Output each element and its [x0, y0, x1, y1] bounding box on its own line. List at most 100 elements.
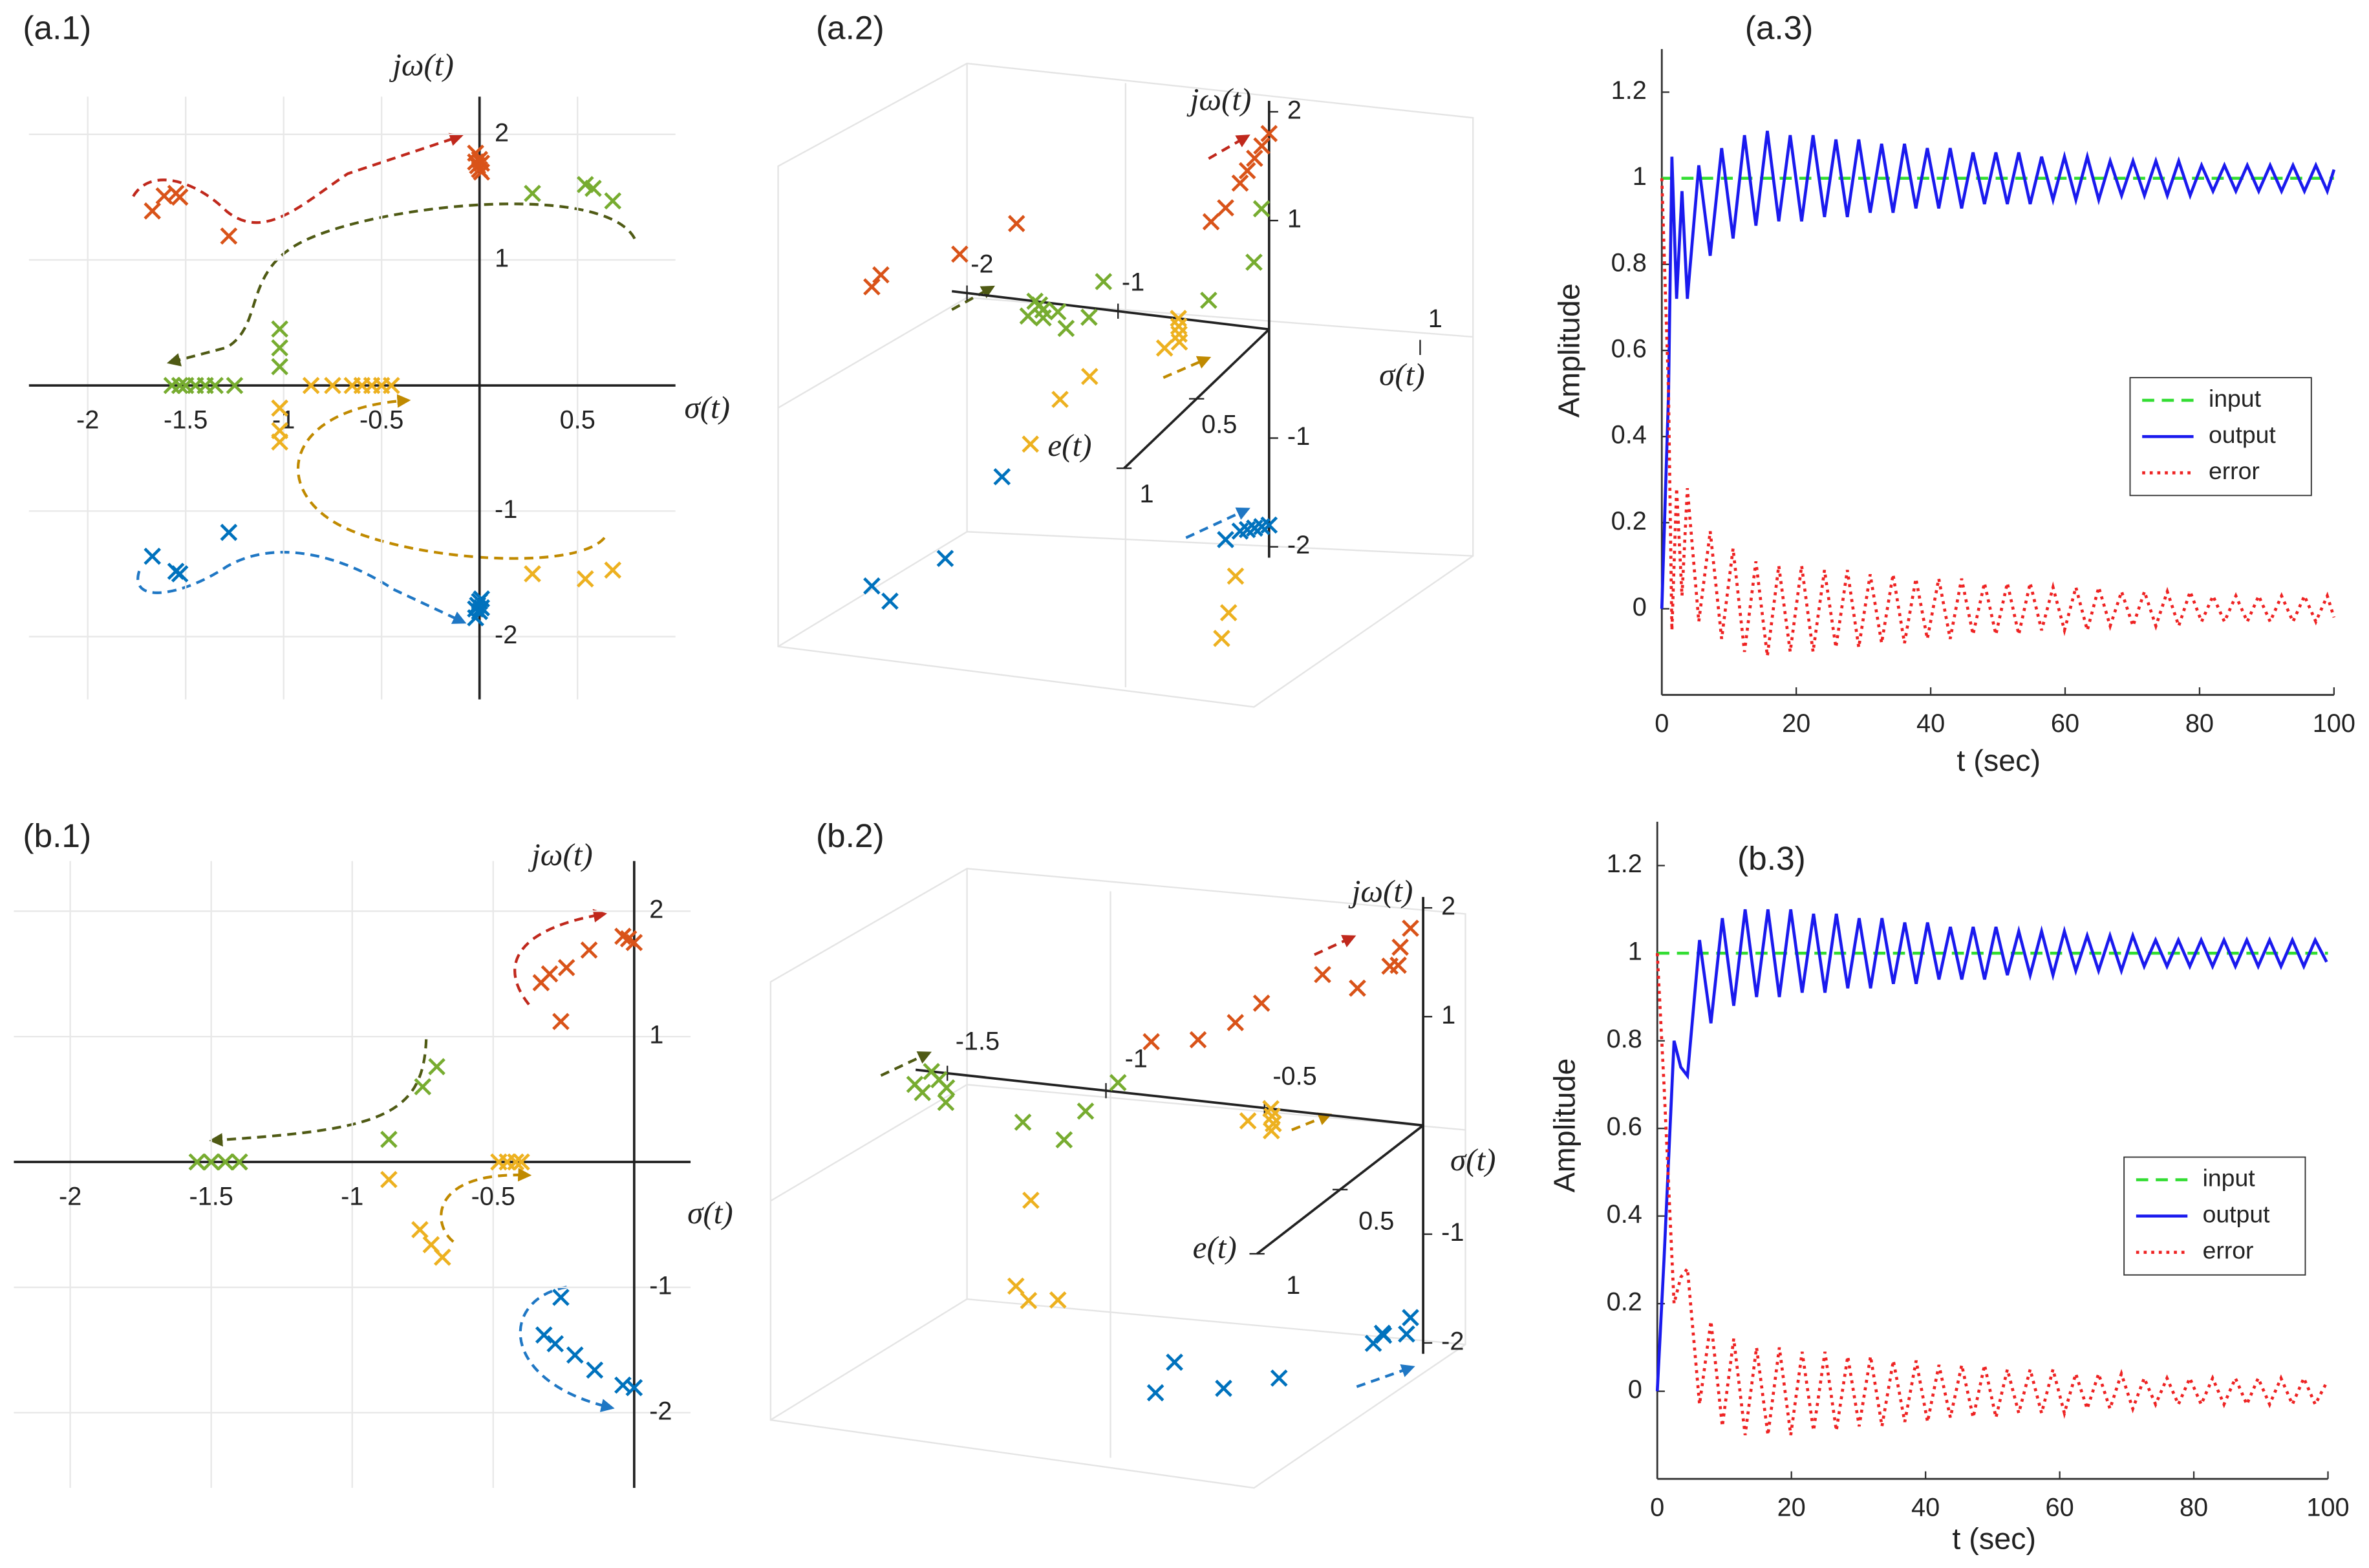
pole-marker — [1398, 1325, 1415, 1343]
pole-marker — [1049, 303, 1067, 321]
pole-marker — [513, 1153, 530, 1171]
pole-marker — [206, 376, 224, 394]
x-tick-label: 100 — [2306, 1493, 2349, 1521]
pole-marker — [1080, 308, 1098, 326]
x-tick-label: -1.5 — [956, 1027, 1000, 1056]
y-tick-label: 1 — [1287, 205, 1302, 233]
pole-marker — [566, 1346, 584, 1364]
pole-marker — [1022, 1191, 1040, 1209]
pole-marker — [467, 153, 484, 171]
x-tick-label: -0.5 — [1272, 1062, 1316, 1090]
pole-marker — [1215, 1379, 1232, 1397]
pole-marker — [1246, 149, 1263, 167]
pole-marker — [414, 1078, 432, 1096]
pole-marker — [271, 320, 288, 338]
pole-marker — [1219, 604, 1238, 621]
y-tick-label: 2 — [1441, 892, 1455, 921]
y-tick-label: 0.8 — [1607, 1025, 1642, 1053]
pole-marker — [586, 1361, 604, 1379]
pole-marker — [1051, 391, 1069, 409]
pole-marker — [217, 1153, 234, 1171]
x-tick-label: -1.5 — [164, 406, 208, 435]
z-tick-label: 1 — [1140, 480, 1154, 508]
x-tick-label: -1 — [341, 1183, 363, 1211]
y-tick-label: -2 — [495, 621, 517, 649]
pole-marker — [524, 184, 541, 202]
x-tick-label: -2 — [970, 250, 993, 279]
z-axis-label: e(t) — [1047, 427, 1091, 463]
pole-marker — [1020, 1292, 1038, 1309]
pole-marker — [1189, 1031, 1207, 1049]
pole-marker — [1389, 956, 1407, 974]
panel-title: (b.3) — [1737, 839, 1806, 877]
pole-marker — [1049, 1291, 1067, 1309]
pole-marker — [433, 1249, 451, 1266]
y-tick-label: 2 — [495, 118, 509, 147]
x-axis-label: σ(t) — [1450, 1142, 1495, 1177]
legend-label: error — [2203, 1237, 2254, 1264]
pole-marker — [1217, 199, 1234, 217]
x-axis-label: σ(t) — [1379, 356, 1424, 392]
series-line — [1660, 131, 2336, 609]
x-tick-label: 80 — [2185, 709, 2214, 738]
pole-marker — [1109, 1073, 1127, 1091]
pole-marker — [1402, 919, 1419, 937]
pole-marker — [863, 278, 881, 295]
pole-marker — [1391, 938, 1409, 956]
pole-marker — [1270, 1369, 1288, 1387]
pole-marker — [1252, 994, 1270, 1012]
pole-marker — [1034, 309, 1052, 327]
y-tick-label: -1 — [1441, 1218, 1464, 1247]
pole-marker — [552, 1013, 570, 1031]
trajectory-arrows — [132, 133, 1415, 1412]
x-tick-label: 0 — [1655, 709, 1669, 738]
z-tick-label: 0.5 — [1201, 410, 1237, 438]
x-tick-label: -2 — [76, 406, 99, 435]
x-axis-label: σ(t) — [687, 1195, 733, 1230]
x-tick-label: 1 — [1428, 305, 1442, 333]
y-tick-label: 1 — [649, 1021, 663, 1049]
pole-marker — [1252, 200, 1270, 218]
y-axis-label: jω(t) — [1348, 873, 1413, 908]
pole-marker — [163, 376, 181, 394]
pole-marker — [230, 1153, 248, 1171]
pole-marker — [1202, 213, 1220, 231]
x-tick-label: 20 — [1782, 709, 1810, 738]
legend-label: input — [2209, 385, 2262, 412]
y-tick-label: 2 — [1287, 96, 1302, 124]
y-tick-label: 0.4 — [1611, 421, 1647, 449]
y-tick-label: -2 — [649, 1397, 672, 1425]
pole-marker — [1057, 319, 1075, 338]
series-line — [1660, 178, 2336, 657]
pole-marker — [171, 188, 189, 206]
pole-marker — [1314, 965, 1331, 983]
y-tick-label: 1 — [495, 244, 509, 272]
x-tick-label: 40 — [1911, 1493, 1940, 1521]
y-tick-label: 0 — [1633, 593, 1647, 621]
pole-marker — [1260, 125, 1278, 142]
x-tick-label: 0 — [1650, 1493, 1664, 1521]
y-axis-label: jω(t) — [1186, 81, 1252, 117]
pole-marker — [1253, 137, 1270, 155]
pole-marker — [604, 561, 622, 579]
pole-marker — [1146, 1384, 1164, 1402]
panel-title: (a.2) — [816, 8, 884, 46]
pole-marker — [936, 550, 954, 567]
x-tick-label: 60 — [2046, 1493, 2074, 1521]
pole-marker — [1142, 1033, 1160, 1051]
x-tick-label: -1 — [1125, 1045, 1148, 1073]
pole-marker — [380, 1170, 398, 1188]
y-tick-label: 0.6 — [1611, 334, 1647, 363]
pole-marker — [1095, 273, 1113, 290]
x-tick-label: -1.5 — [189, 1183, 233, 1211]
pole-marker — [271, 399, 288, 417]
x-axis-label: t (sec) — [1956, 744, 2041, 777]
pole-marker — [302, 376, 320, 394]
box-3d-a — [777, 62, 1474, 708]
series-line — [1655, 909, 2328, 1391]
series-line — [1655, 953, 2328, 1435]
pole-marker — [580, 941, 598, 959]
pole-marker — [1238, 162, 1256, 180]
y-tick-label: 0.8 — [1611, 248, 1647, 277]
z-axis-label: e(t) — [1193, 1230, 1237, 1265]
